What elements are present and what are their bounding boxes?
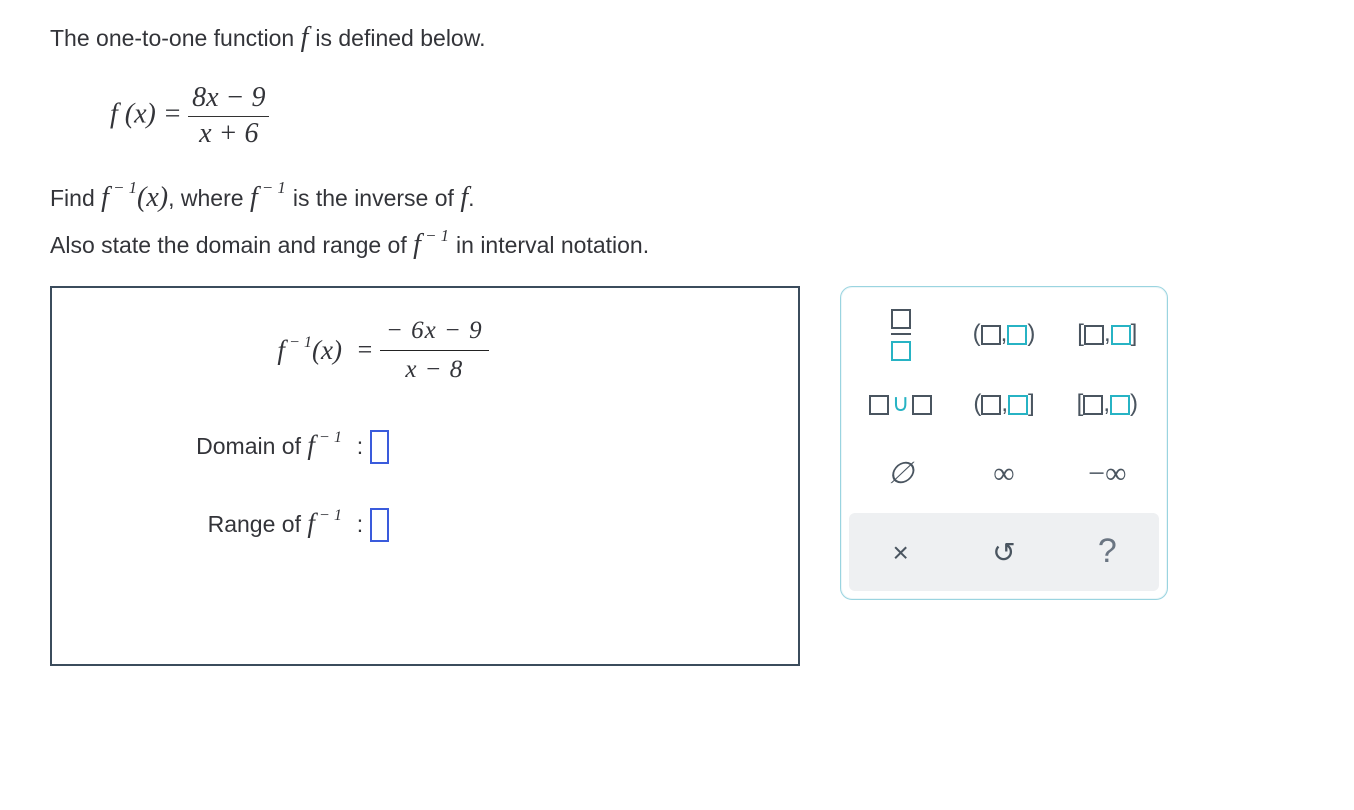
range-placeholder[interactable]: [370, 508, 389, 542]
palette-closed-closed-interval-button[interactable]: [,]: [1064, 306, 1150, 362]
dr-post: in interval notation.: [456, 232, 649, 258]
domain-label: Domain of f − 1: [62, 427, 350, 465]
domain-input[interactable]: [370, 428, 389, 464]
intro-text: The one-to-one function: [50, 25, 294, 51]
dr-pre: Also state the domain and range of: [50, 232, 407, 258]
palette-reset-button[interactable]: ↺: [961, 524, 1047, 580]
close-icon: ×: [892, 533, 908, 572]
inverse-row: f − 1(x) = − 6x − 9 x − 8: [62, 316, 788, 385]
inverse-denominator: x − 8: [380, 350, 489, 385]
range-colon: :: [350, 508, 370, 540]
reset-icon: ↺: [992, 533, 1015, 572]
range-row: Range of f − 1 :: [62, 505, 788, 543]
palette-closed-open-interval-button[interactable]: [,): [1064, 376, 1150, 432]
find-mid: , where: [168, 185, 243, 211]
find-ffinal: f: [460, 182, 468, 213]
help-icon: ?: [1098, 528, 1117, 576]
palette-infinity-button[interactable]: ∞: [961, 446, 1047, 502]
palette-fraction-button[interactable]: [858, 306, 944, 362]
math-palette: (,) [,] ∪ (,] [,) ∅: [840, 286, 1168, 600]
palette-neg-infinity-button[interactable]: −∞: [1064, 446, 1150, 502]
intro-after: is defined below.: [315, 25, 485, 51]
range-label: Range of f − 1: [62, 505, 350, 543]
range-input[interactable]: [370, 506, 389, 542]
formula-display: f (x) = 8x − 9 x + 6: [110, 83, 1314, 150]
find-pre: Find: [50, 185, 95, 211]
inverse-label: f − 1(x): [62, 332, 350, 370]
palette-open-closed-interval-button[interactable]: (,]: [961, 376, 1047, 432]
intro-f: f: [301, 22, 316, 53]
answer-box: f − 1(x) = − 6x − 9 x − 8 Domain of f − …: [50, 286, 800, 666]
domain-colon: :: [350, 430, 370, 462]
inverse-eq: =: [350, 332, 380, 368]
palette-union-button[interactable]: ∪: [858, 376, 944, 432]
palette-help-button[interactable]: ?: [1064, 524, 1150, 580]
palette-clear-button[interactable]: ×: [858, 524, 944, 580]
domain-row: Domain of f − 1 :: [62, 427, 788, 465]
formula-denominator: x + 6: [188, 116, 269, 150]
find-f1: f − 1(x): [101, 182, 168, 213]
formula-fraction: 8x − 9 x + 6: [188, 83, 269, 150]
domain-placeholder[interactable]: [370, 430, 389, 464]
dr-f: f − 1: [413, 229, 456, 260]
formula-numerator: 8x − 9: [188, 83, 269, 116]
find-post: is the inverse of: [293, 185, 454, 211]
instruction-find: Find f − 1(x), where f − 1 is the invers…: [50, 178, 1314, 217]
find-f2: f − 1: [250, 182, 293, 213]
find-dot: .: [468, 185, 474, 211]
intro-line: The one-to-one function f is defined bel…: [50, 18, 1314, 57]
inverse-answer[interactable]: − 6x − 9 x − 8: [380, 316, 489, 385]
palette-empty-set-button[interactable]: ∅: [858, 446, 944, 502]
formula-lhs: f (x) =: [110, 99, 182, 130]
inverse-numerator: − 6x − 9: [380, 316, 489, 350]
palette-open-open-interval-button[interactable]: (,): [961, 306, 1047, 362]
instruction-domain-range: Also state the domain and range of f − 1…: [50, 225, 1314, 264]
